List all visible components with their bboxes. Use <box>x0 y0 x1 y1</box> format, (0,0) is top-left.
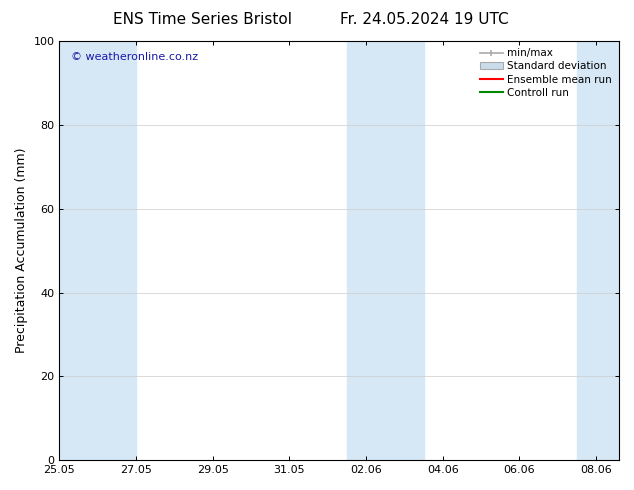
Legend: min/max, Standard deviation, Ensemble mean run, Controll run: min/max, Standard deviation, Ensemble me… <box>478 46 614 100</box>
Text: Fr. 24.05.2024 19 UTC: Fr. 24.05.2024 19 UTC <box>340 12 509 27</box>
Text: ENS Time Series Bristol: ENS Time Series Bristol <box>113 12 292 27</box>
Bar <box>577 41 619 460</box>
Bar <box>60 41 136 460</box>
Y-axis label: Precipitation Accumulation (mm): Precipitation Accumulation (mm) <box>15 148 28 353</box>
Bar <box>347 41 424 460</box>
Text: © weatheronline.co.nz: © weatheronline.co.nz <box>70 51 198 62</box>
